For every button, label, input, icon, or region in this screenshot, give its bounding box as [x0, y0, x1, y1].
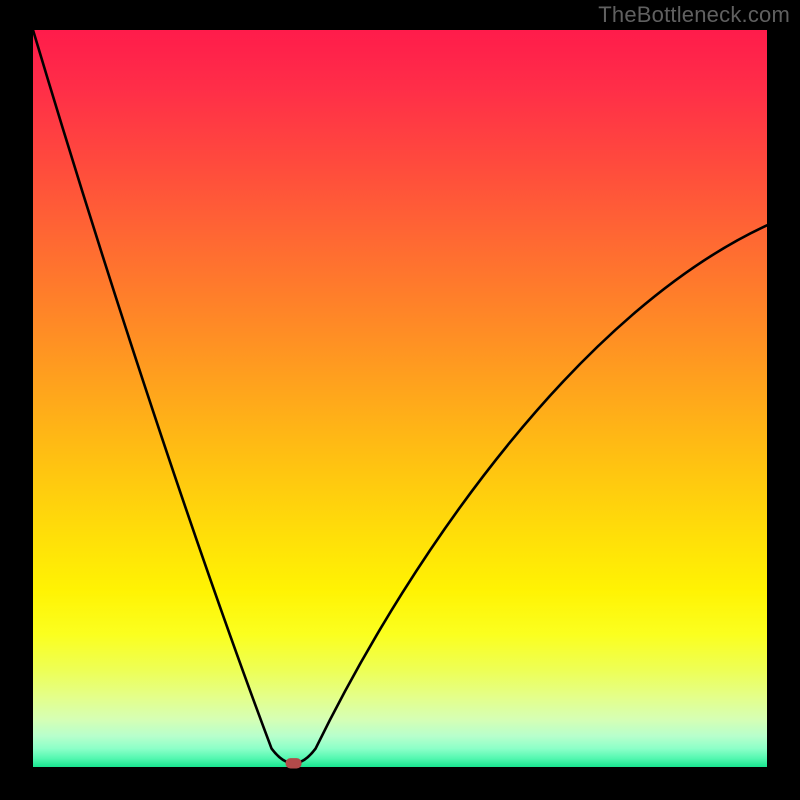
chart-container: TheBottleneck.com — [0, 0, 800, 800]
bottleneck-chart-svg — [0, 0, 800, 800]
watermark-label: TheBottleneck.com — [598, 2, 790, 28]
chart-gradient-background — [33, 30, 767, 767]
optimal-point-marker — [285, 758, 301, 768]
